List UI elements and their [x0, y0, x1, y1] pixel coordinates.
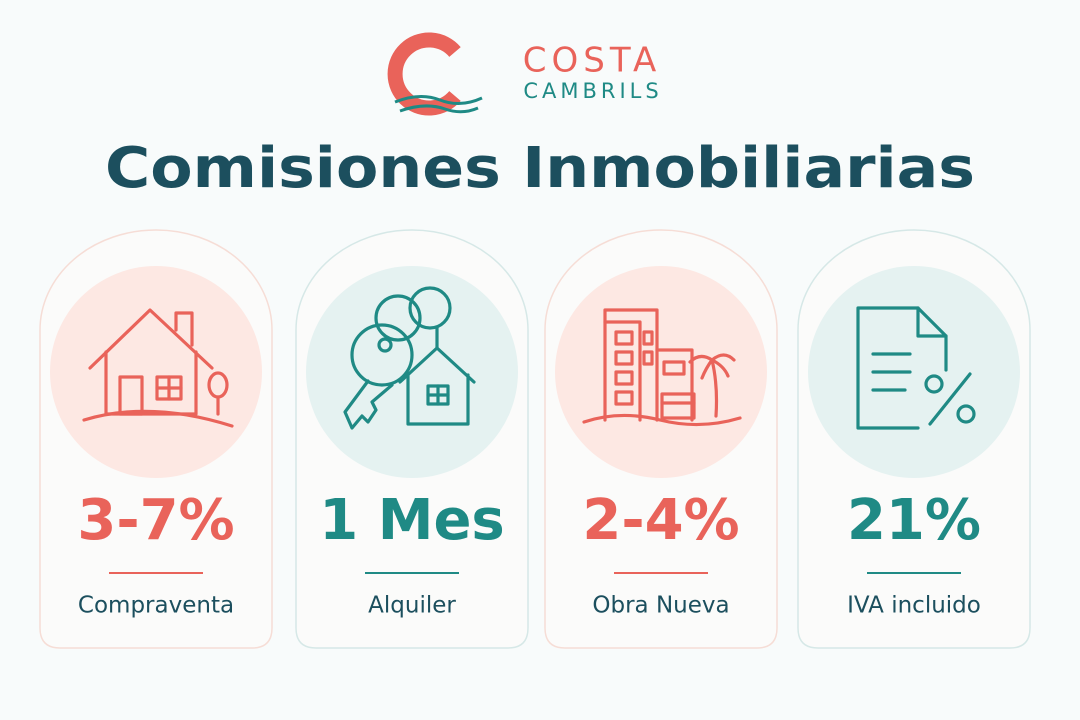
card-label: Obra Nueva — [592, 593, 729, 619]
building-icon — [582, 308, 742, 427]
card-label: IVA incluido — [847, 593, 981, 619]
icon-bg — [808, 266, 1020, 478]
logo: COSTA CAMBRILS — [387, 32, 662, 116]
icon-bg — [50, 266, 262, 478]
card-value: 21% — [847, 488, 981, 553]
icon-bg — [555, 266, 767, 478]
card-label: Alquiler — [368, 593, 456, 619]
card-value: 1 Mes — [319, 488, 505, 553]
logo-wave — [394, 95, 483, 105]
logo-name: COSTA — [523, 41, 661, 81]
keys-icon — [343, 286, 476, 430]
card-value: 3-7% — [77, 488, 234, 553]
title: Comisiones Inmobiliarias — [105, 136, 975, 201]
card-value: 2-4% — [582, 488, 739, 553]
document-icon — [856, 306, 976, 430]
logo-subname: CAMBRILS — [523, 79, 662, 103]
card-texts: 3-7% 1 Mes 2-4% 21% Compraventa Alquiler… — [77, 488, 981, 618]
card-label: Compraventa — [78, 593, 234, 619]
logo-wave — [399, 104, 479, 114]
house-icon — [82, 308, 234, 428]
